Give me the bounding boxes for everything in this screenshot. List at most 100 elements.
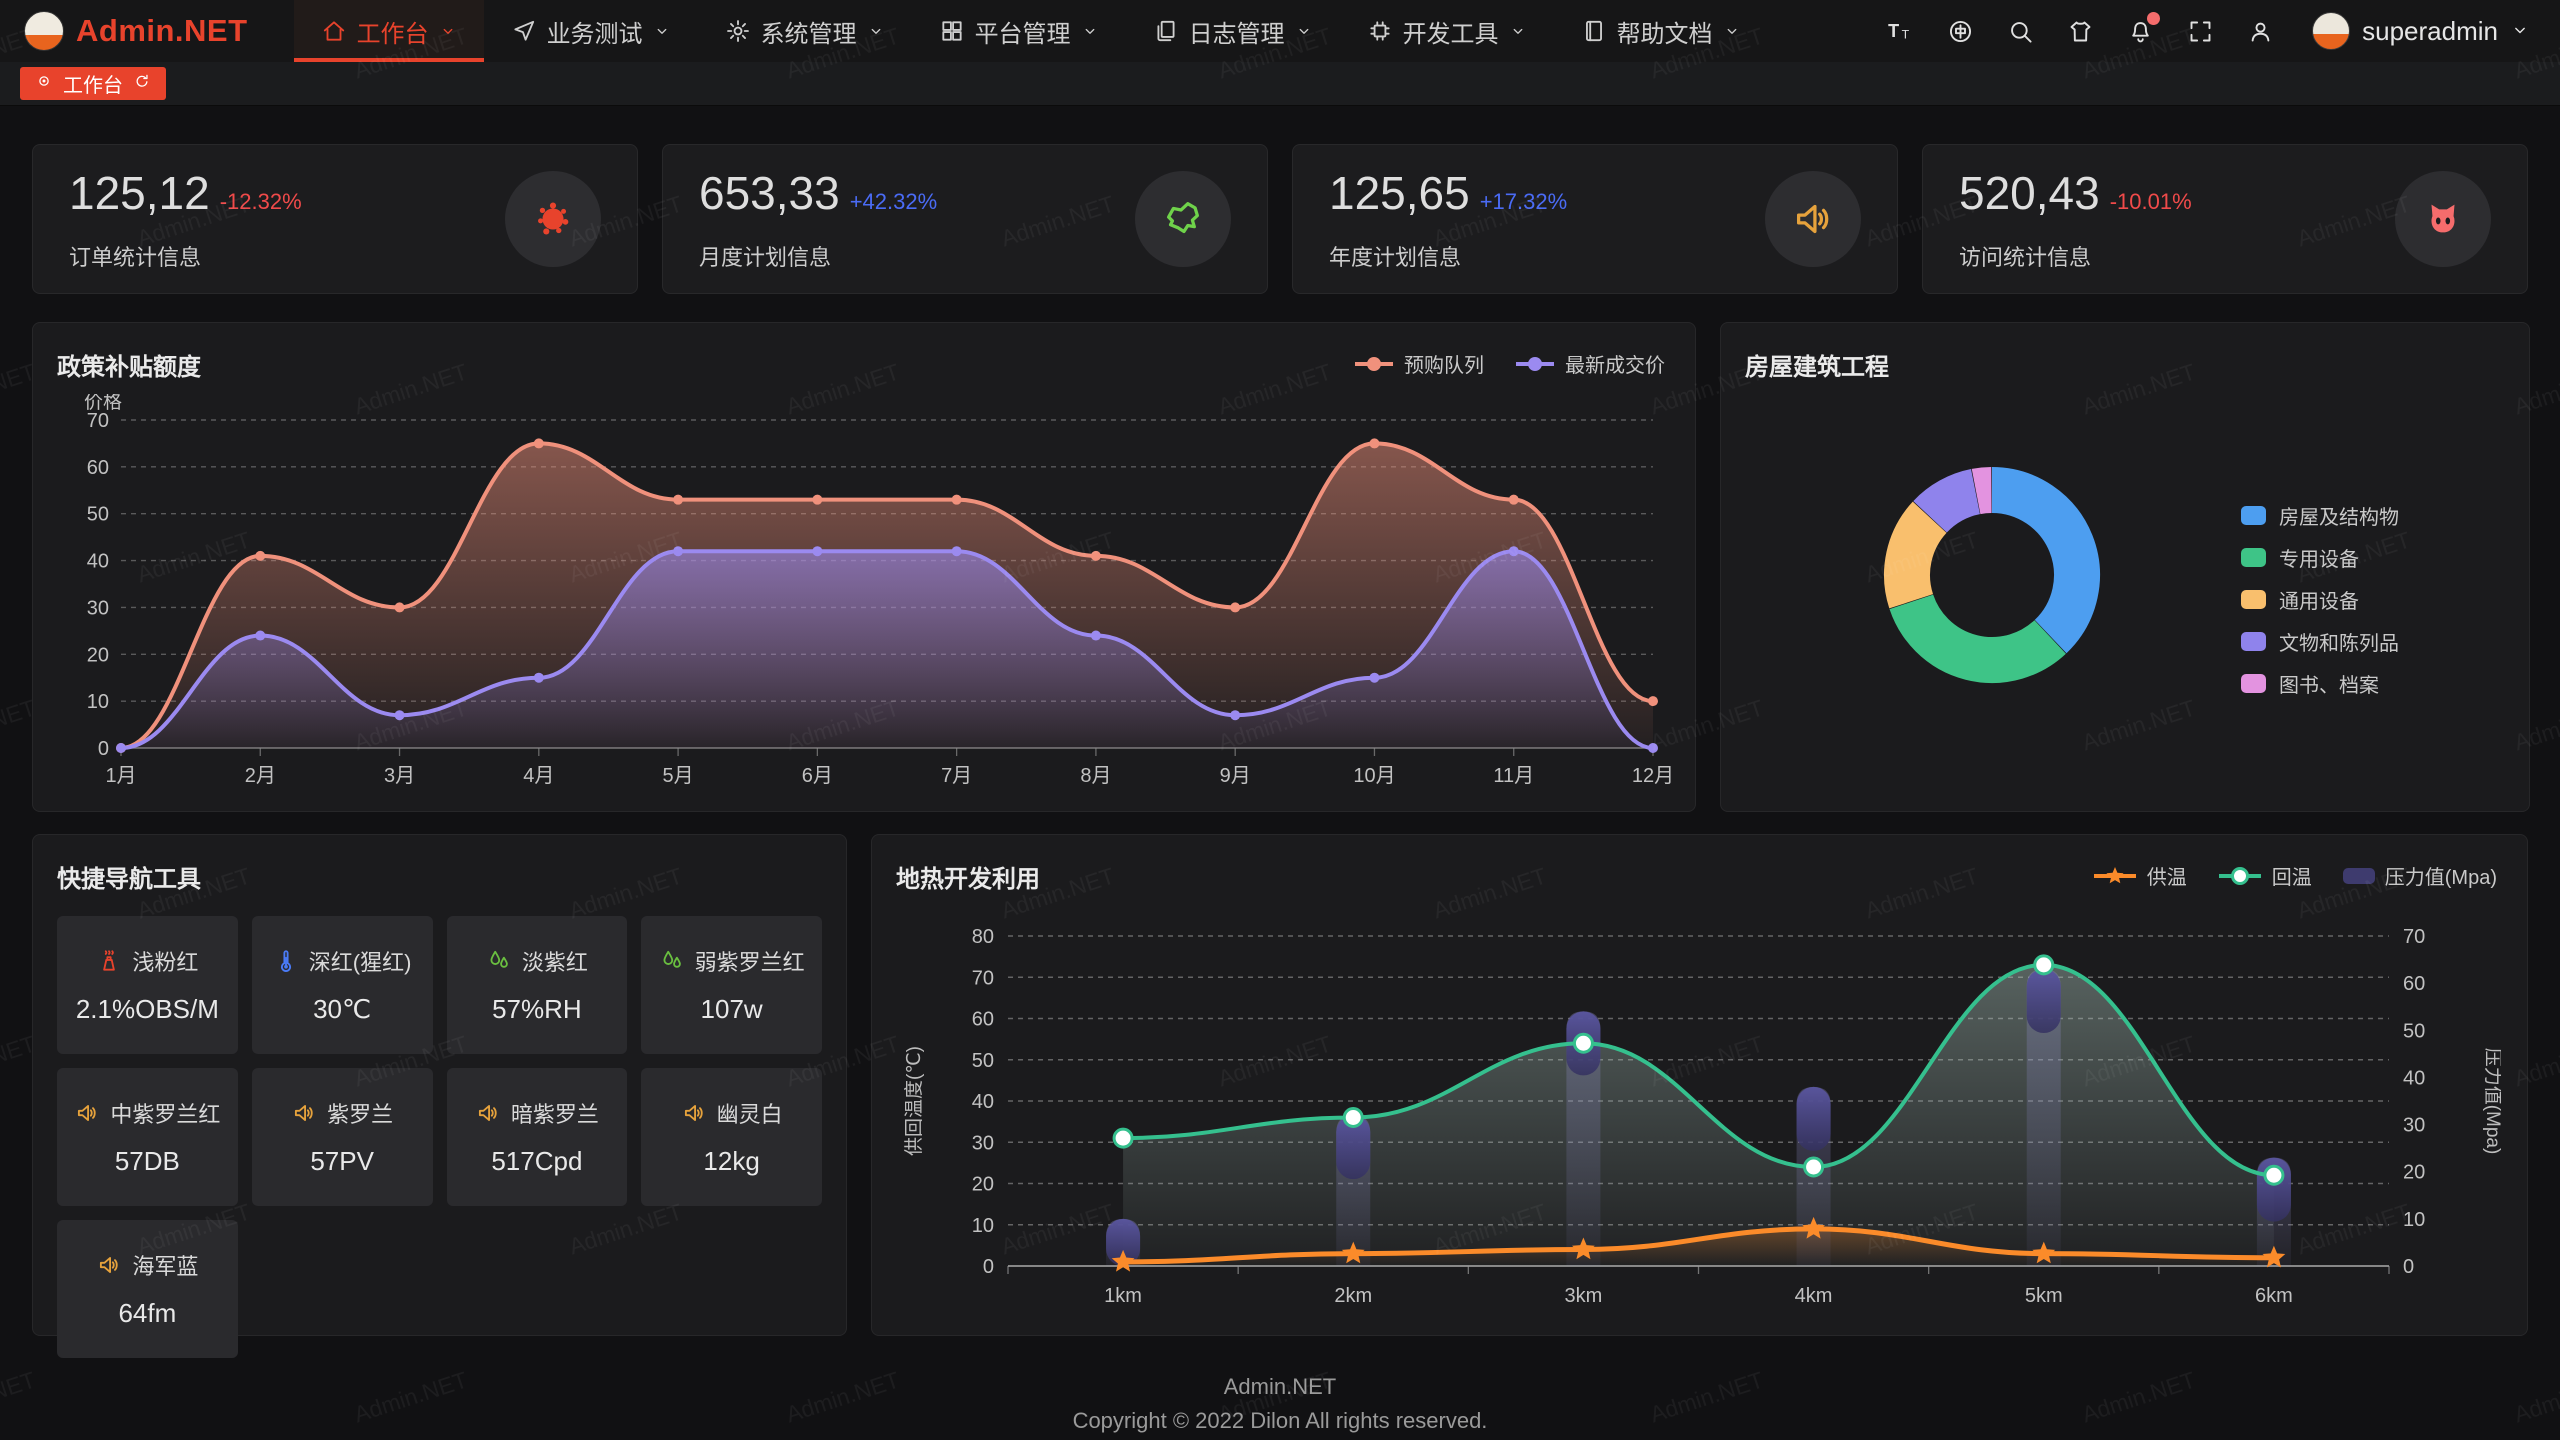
quick-nav-label: 浅粉红 [132, 950, 199, 975]
svg-text:20: 20 [2403, 1162, 2425, 1184]
quick-nav-label: 中紫罗兰红 [110, 1102, 221, 1127]
menu-item-system[interactable]: 系统管理 [698, 0, 912, 62]
svg-text:价格: 价格 [84, 394, 122, 413]
footer: Admin.NET Copyright © 2022 Dilon All rig… [32, 1370, 2528, 1438]
quick-nav-button-7[interactable]: 暗紫罗兰 517Cpd [446, 1068, 628, 1206]
tab-workbench[interactable]: 工作台 [20, 67, 166, 100]
legend-marker [1516, 356, 1554, 371]
chevron-down-icon [1085, 28, 1094, 34]
bell-button[interactable] [2126, 12, 2161, 45]
menu-item-logs[interactable]: 日志管理 [1126, 0, 1340, 62]
user-button[interactable] [2246, 17, 2274, 45]
quick-nav-button-2[interactable]: 深红(猩红) 30℃ [251, 916, 433, 1054]
legend-item[interactable]: 压力值(Mpa) [2342, 861, 2497, 890]
quick-nav-button-8[interactable]: 幽灵白 12kg [641, 1068, 822, 1206]
water-drops-icon [663, 950, 681, 968]
stat-label: 访问统计信息 [1959, 245, 2092, 270]
dot-icon [39, 75, 49, 86]
svg-text:50: 50 [972, 1050, 994, 1072]
menu-item-business-test[interactable]: 业务测试 [484, 0, 698, 62]
home-icon [323, 21, 344, 41]
quick-nav-button-4[interactable]: 弱紫罗兰红 107w [641, 916, 822, 1054]
language-button[interactable] [1946, 17, 1974, 45]
quick-nav-label: 淡紫红 [521, 950, 588, 975]
stat-value: 125,12 [69, 167, 210, 219]
document-icon [1157, 20, 1175, 42]
quick-nav-label: 紫罗兰 [327, 1102, 394, 1127]
menu-item-workbench[interactable]: 工作台 [293, 0, 484, 62]
stat-delta: -10.01% [2109, 189, 2192, 214]
navigation-icon [513, 20, 534, 41]
stat-icon-circle [1765, 171, 1861, 267]
svg-text:1km: 1km [1104, 1285, 1142, 1307]
chevron-down-icon [443, 28, 452, 34]
stat-value: 125,65 [1329, 167, 1470, 219]
svg-text:60: 60 [972, 1009, 994, 1031]
svg-text:80: 80 [972, 926, 994, 948]
search-icon [2010, 21, 2032, 43]
bell-icon [2131, 21, 2149, 42]
svg-text:5km: 5km [2025, 1285, 2063, 1307]
fullscreen-button[interactable] [2186, 17, 2214, 45]
svg-text:60: 60 [2403, 973, 2425, 995]
stat-value: 520,43 [1959, 167, 2100, 219]
search-button[interactable] [2006, 17, 2034, 45]
svg-text:6km: 6km [2255, 1285, 2293, 1307]
quick-nav-value: 57PV [310, 1146, 374, 1176]
quick-nav-button-9[interactable]: 海军蓝 64fm [57, 1220, 238, 1358]
speaker-icon [478, 1105, 497, 1121]
legend-item[interactable]: 预购队列 [1353, 349, 1484, 378]
theme-button[interactable] [2066, 17, 2094, 45]
legend-item[interactable]: 图书、档案 [2241, 669, 2399, 698]
stat-card-4: 520,43 -10.01% 访问统计信息 [1922, 144, 2528, 294]
svg-text:7月: 7月 [941, 765, 972, 787]
legend-item[interactable]: 文物和陈列品 [2241, 627, 2399, 656]
user-menu[interactable]: superadmin [2312, 12, 2530, 50]
speaker-icon [684, 1105, 703, 1121]
footer-copyright: Copyright © 2022 Dilon All rights reserv… [1072, 1408, 1488, 1434]
stat-label: 订单统计信息 [69, 245, 202, 270]
speaker-icon [100, 1257, 119, 1273]
legend-item[interactable]: 专用设备 [2241, 543, 2399, 572]
menu-item-label: 平台管理 [974, 20, 1071, 48]
svg-text:0: 0 [983, 1256, 994, 1278]
building-donut-chart [1884, 467, 2100, 683]
quick-nav-button-5[interactable]: 中紫罗兰红 57DB [57, 1068, 238, 1206]
svg-text:70: 70 [972, 967, 994, 989]
menu-item-label: 系统管理 [760, 20, 857, 48]
legend-item[interactable]: 回温 [2217, 861, 2312, 890]
book-icon [1585, 20, 1602, 42]
svg-text:30: 30 [972, 1132, 994, 1154]
menu-item-label: 帮助文档 [1616, 20, 1713, 48]
stat-cards-row: 125,12 -12.32% 订单统计信息 653,33 +42.32% 月度计划信息 12… [32, 144, 2528, 294]
stat-icon-circle [1135, 171, 1231, 267]
quick-nav-button-1[interactable]: 浅粉红 2.1%OBS/M [57, 916, 238, 1054]
panel-building-donut: 房屋建筑工程 房屋及结构物 专用设备 通用设备 文物和陈列品 图书、档案 [1720, 322, 2530, 812]
theme-icon [2070, 21, 2091, 41]
svg-text:50: 50 [87, 504, 109, 526]
menu-item-label: 业务测试 [546, 20, 643, 48]
user-icon [2251, 22, 2269, 41]
panel-title: 地热开发利用 [896, 866, 1040, 893]
quick-nav-button-6[interactable]: 紫罗兰 57PV [251, 1068, 433, 1206]
chimney-icon [103, 950, 116, 971]
svg-text:30: 30 [2403, 1115, 2425, 1137]
svg-text:10: 10 [972, 1215, 994, 1237]
legend-item[interactable]: 通用设备 [2241, 585, 2399, 614]
refresh-icon[interactable] [133, 72, 151, 96]
quick-nav-button-3[interactable]: 淡紫红 57%RH [446, 916, 628, 1054]
menu-item-platform[interactable]: 平台管理 [912, 0, 1126, 62]
legend-marker [1355, 356, 1393, 371]
legend-item[interactable]: 最新成交价 [1514, 349, 1665, 378]
user-avatar [2312, 12, 2351, 50]
legend-item[interactable]: 供温 [2092, 861, 2187, 890]
dot-icon [35, 72, 53, 96]
legend-item[interactable]: 房屋及结构物 [2241, 501, 2399, 530]
tab-bar: 工作台 [0, 62, 2560, 106]
quick-nav-label: 幽灵白 [716, 1102, 783, 1127]
quick-nav-label: 深红(猩红) [308, 950, 412, 975]
menu-item-devtools[interactable]: 开发工具 [1340, 0, 1554, 62]
menu-item-docs[interactable]: 帮助文档 [1554, 0, 1768, 62]
